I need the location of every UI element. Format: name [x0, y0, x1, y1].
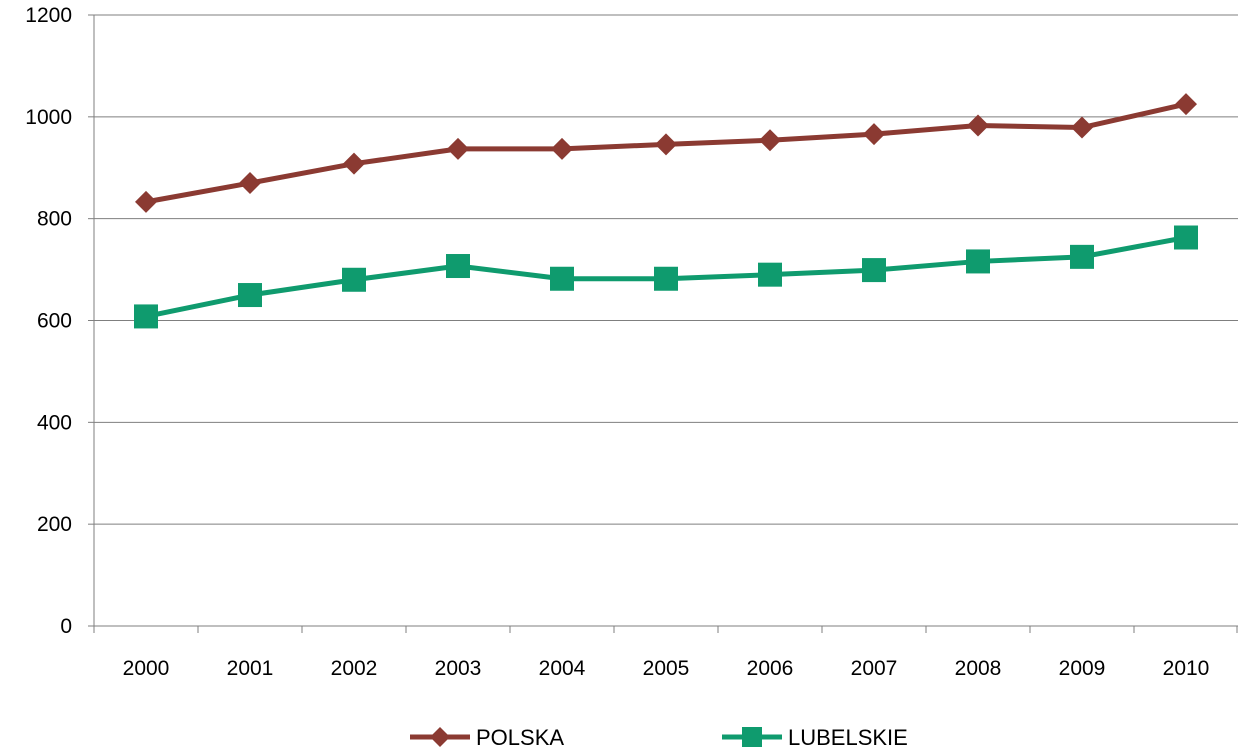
x-tick-label: 2008: [955, 657, 1002, 680]
legend-item-lubelskie: LUBELSKIE: [722, 725, 908, 750]
x-tick-label: 2002: [331, 657, 378, 680]
legend: POLSKA LUBELSKIE: [410, 725, 908, 750]
data-point: [343, 152, 365, 175]
data-point: [551, 137, 573, 160]
series-polska: [135, 93, 1197, 213]
data-point: [967, 114, 989, 137]
y-tick-label: 1000: [25, 106, 72, 129]
y-tick-label: 200: [37, 513, 72, 536]
x-tick-label: 2005: [643, 657, 690, 680]
gridlines: [94, 14, 1238, 525]
y-axis-ticks: 0 200 400 600 800 1000 1200: [25, 4, 94, 638]
series-layer: [134, 93, 1198, 329]
data-point: [863, 123, 885, 146]
data-point: [1174, 225, 1198, 250]
x-axis-ticks: 2000 2001 2002 2003 2004 2005 2006 2007 2008 2009…: [93, 626, 1238, 680]
x-tick-label: 2006: [747, 657, 794, 680]
data-point: [1071, 116, 1093, 139]
legend-label: POLSKA: [476, 725, 564, 750]
legend-swatch-marker: [742, 727, 762, 747]
x-tick-label: 2007: [851, 657, 898, 680]
y-tick-label: 0: [60, 615, 72, 638]
data-point: [342, 267, 366, 292]
data-point: [135, 190, 157, 213]
data-point: [239, 172, 261, 195]
data-point: [654, 266, 678, 291]
data-point: [447, 137, 469, 160]
data-point: [1070, 244, 1094, 269]
y-tick-label: 1200: [25, 4, 72, 27]
data-point: [550, 266, 574, 291]
legend-label: LUBELSKIE: [788, 725, 908, 750]
data-point: [446, 254, 470, 279]
y-tick-label: 400: [37, 411, 72, 434]
data-point: [1175, 93, 1197, 116]
x-tick-label: 2000: [123, 657, 170, 680]
y-tick-label: 800: [37, 208, 72, 231]
y-tick-label: 600: [37, 310, 72, 333]
data-point: [134, 304, 158, 329]
x-tick-label: 2010: [1163, 657, 1210, 680]
data-point: [966, 249, 990, 274]
x-tick-label: 2004: [539, 657, 586, 680]
legend-item-polska: POLSKA: [410, 725, 564, 750]
x-tick-label: 2003: [435, 657, 482, 680]
series-lubelskie: [134, 225, 1198, 329]
legend-swatch-marker: [430, 727, 450, 747]
x-tick-label: 2001: [227, 657, 274, 680]
data-point: [759, 129, 781, 152]
x-tick-label: 2009: [1059, 657, 1106, 680]
data-point: [862, 258, 886, 283]
data-point: [655, 133, 677, 156]
data-point: [238, 283, 262, 308]
data-point: [758, 262, 782, 287]
